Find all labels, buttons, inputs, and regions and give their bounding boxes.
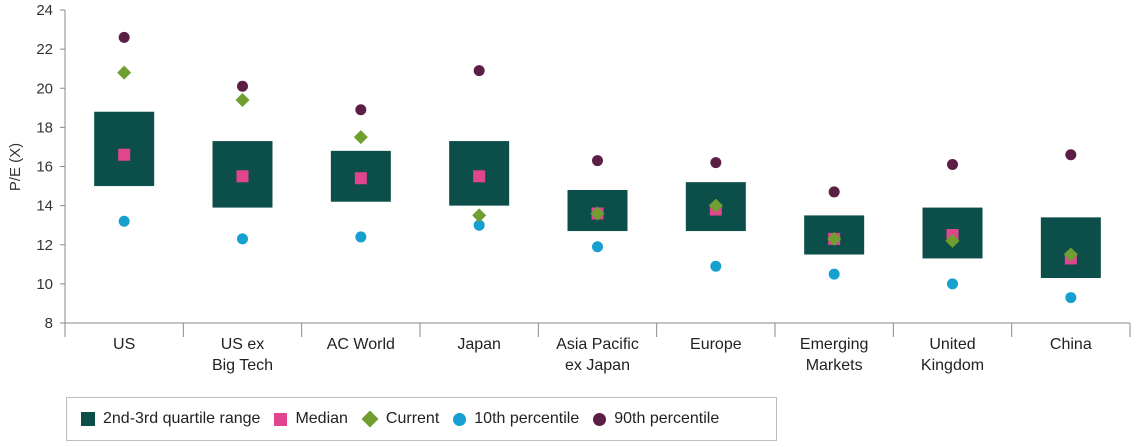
- x-tick-label: China: [1050, 336, 1092, 353]
- p90-point: [237, 80, 248, 92]
- current-diamond-icon: [361, 410, 379, 428]
- p10-point: [592, 241, 603, 253]
- y-tick-label: 12: [36, 237, 53, 254]
- current-point: [827, 231, 842, 246]
- legend-item-p90: 90th percentile: [593, 410, 719, 428]
- current-point: [353, 130, 368, 145]
- legend-item-p10: 10th percentile: [453, 410, 579, 428]
- x-tick-label: Emerging Markets: [800, 336, 868, 374]
- p90-point: [118, 31, 130, 43]
- p90-point: [947, 159, 958, 171]
- p10-point: [947, 278, 958, 290]
- y-tick-label: 16: [36, 159, 53, 176]
- p10-point: [473, 219, 485, 231]
- y-tick-label: 10: [36, 276, 53, 293]
- axes: 8 10 12 14 16 18 20 22 24 US US ex Big Tech AC World…: [36, 2, 1131, 374]
- p10-point: [710, 260, 722, 272]
- p90-point: [828, 186, 840, 198]
- p10-point: [828, 268, 840, 280]
- current-point: [590, 206, 605, 221]
- x-tick-label: Asia Pacific ex Japan: [556, 336, 639, 374]
- p10-dot-icon: [453, 412, 467, 426]
- chart-marks: [94, 31, 1101, 304]
- quartile-swatch-icon: [81, 412, 95, 426]
- p90-point: [710, 157, 722, 169]
- x-tick-label: Europe: [690, 336, 742, 353]
- p90-point: [1065, 149, 1077, 161]
- y-tick-label: 22: [36, 41, 53, 58]
- y-tick-label: 18: [36, 119, 53, 136]
- p10-point: [1065, 292, 1077, 304]
- x-tick-label: Japan: [457, 336, 501, 353]
- p10-point: [355, 231, 367, 243]
- p10-point: [237, 233, 248, 245]
- x-tick-label: United Kingdom: [921, 336, 984, 374]
- legend-item-current: Current: [361, 410, 440, 428]
- median-point: [354, 172, 367, 185]
- current-point: [235, 92, 250, 107]
- y-tick-label: 20: [36, 80, 53, 97]
- p10-point: [118, 215, 130, 227]
- legend-label-p90: 90th percentile: [614, 410, 720, 427]
- legend-label-current: Current: [385, 410, 440, 427]
- current-point: [708, 198, 723, 213]
- x-tick-label: US: [113, 336, 135, 353]
- p90-dot-icon: [593, 412, 607, 426]
- median-swatch-icon: [274, 412, 288, 426]
- legend-label-median: Median: [295, 410, 348, 427]
- p90-point: [592, 155, 603, 167]
- current-point: [1063, 247, 1078, 262]
- legend-label-p10: 10th percentile: [474, 410, 580, 427]
- x-tick-label: US ex Big Tech: [212, 336, 273, 374]
- legend-item-median: Median: [274, 410, 348, 428]
- y-tick-label: 14: [36, 198, 53, 215]
- y-axis-title: P/E (X): [7, 143, 24, 191]
- current-point: [472, 208, 487, 223]
- legend: 2nd-3rd quartile range Median Current 10…: [66, 397, 777, 441]
- y-tick-label: 8: [45, 315, 53, 332]
- current-point: [117, 65, 132, 80]
- median-point: [473, 170, 486, 183]
- y-tick-label: 24: [36, 2, 53, 19]
- current-point: [945, 233, 960, 248]
- p90-point: [355, 104, 367, 116]
- legend-item-quartile: 2nd-3rd quartile range: [81, 410, 260, 428]
- median-point: [236, 170, 249, 183]
- legend-label-quartile: 2nd-3rd quartile range: [103, 410, 261, 427]
- median-point: [118, 148, 131, 161]
- x-tick-label: AC World: [327, 336, 395, 353]
- p90-point: [473, 65, 485, 77]
